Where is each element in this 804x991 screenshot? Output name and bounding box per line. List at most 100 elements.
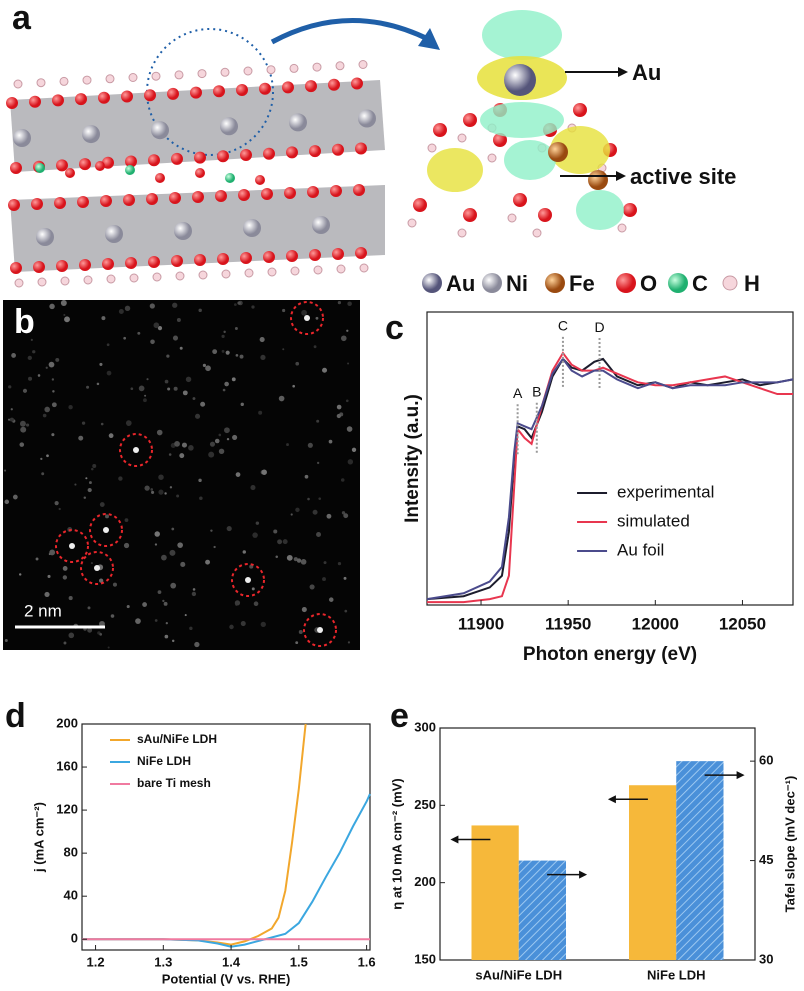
speckle: [337, 301, 342, 305]
h-atom: [220, 67, 230, 77]
o-atom: [65, 168, 75, 178]
rings: [55, 301, 337, 647]
h-atom: [151, 71, 161, 81]
highlight-ring: [89, 513, 123, 547]
o-atom: [309, 249, 321, 261]
speckle: [295, 361, 300, 366]
legend-label: experimental: [617, 482, 714, 501]
ni-atom: [243, 219, 261, 237]
speckle: [154, 619, 158, 622]
o-atom: [240, 252, 252, 264]
speckle: [195, 413, 201, 419]
c-atom: [225, 173, 235, 183]
o-atom: [10, 162, 22, 174]
speckle: [260, 354, 266, 361]
h-atom: [106, 274, 116, 284]
callout-arrow-head: [618, 67, 628, 77]
speckle: [347, 459, 354, 465]
au-atom: [504, 64, 536, 96]
speckle: [9, 417, 14, 422]
speckle: [336, 404, 342, 410]
h-atom: [152, 272, 162, 282]
o-atom: [413, 198, 427, 212]
speckle: [96, 382, 100, 386]
o-atom: [355, 142, 367, 155]
speckle: [301, 309, 307, 316]
h-atom: [14, 278, 24, 288]
speckle: [226, 437, 230, 441]
speckle: [351, 447, 357, 452]
speckle: [42, 413, 47, 418]
speckle: [176, 318, 181, 322]
speckle: [218, 433, 222, 437]
speckle: [51, 378, 55, 381]
legend-label: C: [692, 271, 708, 296]
plot-frame: [439, 727, 756, 961]
legend-ball: [545, 273, 565, 293]
h-atom: [336, 264, 346, 274]
speckle: [292, 384, 295, 388]
speckle: [235, 353, 239, 357]
speckle: [4, 499, 10, 505]
legend-label: bare Ti mesh: [137, 776, 211, 790]
y-tick-label: 150: [414, 951, 436, 966]
speckle: [191, 591, 197, 597]
legend-label: Ni: [506, 271, 528, 296]
o-atom: [148, 256, 160, 268]
speckle: [40, 457, 43, 461]
speckle: [4, 639, 8, 643]
speckle: [31, 605, 34, 608]
speckle: [81, 421, 86, 425]
o-atom: [195, 168, 205, 178]
speckle: [48, 361, 55, 368]
speckle: [150, 488, 154, 491]
axis-arrow-head: [579, 870, 588, 879]
speckle: [138, 385, 145, 392]
ni-atom: [220, 117, 238, 136]
h-atom: [221, 269, 231, 279]
orbital: [482, 10, 562, 60]
y-axis-title: j (mA cm⁻²): [31, 802, 46, 873]
speckle: [37, 374, 41, 377]
speckle: [323, 561, 327, 565]
h-atom: [617, 223, 627, 233]
speckle: [300, 559, 307, 565]
speckle: [165, 622, 168, 625]
speckle: [90, 562, 93, 565]
speckle: [252, 532, 258, 538]
speckle: [282, 539, 288, 545]
speckle: [112, 582, 117, 587]
y-tick-label: 160: [56, 758, 78, 773]
speckle: [168, 453, 172, 456]
speckle: [304, 474, 309, 479]
speckle: [137, 331, 141, 335]
o-atom: [10, 262, 22, 274]
legend-label: simulated: [617, 511, 690, 530]
ni-atom: [105, 225, 123, 243]
speckle: [237, 301, 241, 305]
speckle: [240, 621, 246, 627]
axis-arrow-head: [607, 795, 616, 804]
legend-label: Au: [446, 271, 475, 296]
speckle: [179, 346, 183, 350]
o-atom: [125, 257, 137, 269]
speckle: [295, 507, 300, 513]
y2-tick-label: 45: [759, 852, 773, 867]
speckle: [144, 394, 147, 397]
o-atom: [8, 199, 20, 211]
o-atom: [238, 189, 250, 201]
speckle: [179, 453, 185, 459]
o-atom: [284, 187, 296, 199]
speckle: [194, 641, 200, 648]
speckle: [4, 469, 7, 472]
h-atom: [243, 66, 253, 76]
o-atom: [332, 143, 344, 156]
speckle: [208, 451, 215, 458]
speckle: [273, 529, 278, 534]
legend-label: Fe: [569, 271, 595, 296]
speckle: [210, 529, 213, 532]
speckle: [18, 573, 22, 576]
orbital: [427, 148, 483, 192]
speckle: [340, 335, 347, 342]
